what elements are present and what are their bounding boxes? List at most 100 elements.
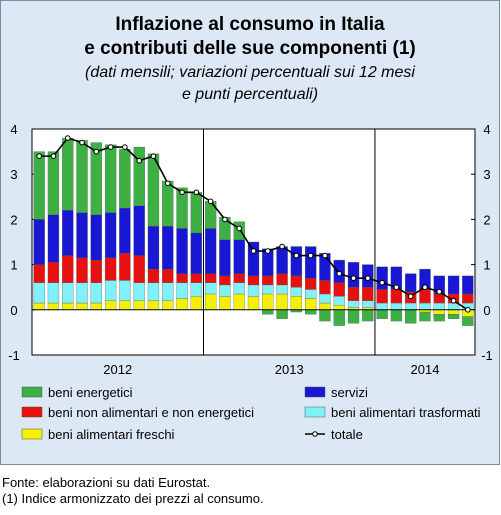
chart-subtitle: e punti percentuali) bbox=[182, 86, 318, 103]
bar bbox=[390, 302, 403, 310]
line-point bbox=[122, 144, 128, 150]
bar bbox=[90, 302, 102, 310]
bar bbox=[76, 282, 88, 304]
bar bbox=[162, 282, 174, 301]
bar bbox=[347, 300, 360, 308]
bar bbox=[62, 137, 74, 211]
bar bbox=[233, 273, 245, 283]
bar bbox=[433, 302, 445, 310]
bar bbox=[133, 255, 145, 283]
bar bbox=[47, 302, 60, 310]
bar bbox=[433, 314, 445, 322]
y2-tick-label: 0 bbox=[483, 303, 490, 318]
bar bbox=[405, 309, 417, 324]
bar bbox=[290, 275, 303, 288]
bar bbox=[162, 300, 174, 310]
bar bbox=[347, 262, 360, 288]
bar bbox=[290, 287, 303, 297]
bar bbox=[190, 273, 202, 283]
bar bbox=[462, 275, 474, 295]
bar bbox=[333, 309, 345, 326]
bar bbox=[333, 305, 345, 310]
x-group-label: 2012 bbox=[103, 362, 132, 377]
bar bbox=[90, 142, 102, 216]
bar bbox=[147, 226, 160, 270]
bar bbox=[190, 296, 202, 310]
bar bbox=[90, 259, 102, 283]
bar bbox=[76, 302, 88, 310]
bar bbox=[62, 255, 74, 283]
bar bbox=[419, 302, 431, 310]
bar bbox=[362, 309, 374, 322]
bar bbox=[162, 180, 174, 227]
bar bbox=[262, 275, 274, 286]
bar bbox=[119, 207, 131, 254]
bar bbox=[333, 296, 345, 306]
bar bbox=[405, 273, 417, 292]
bar bbox=[33, 282, 45, 304]
bar bbox=[419, 311, 431, 322]
legend-label: beni energetici bbox=[48, 385, 133, 400]
bar bbox=[76, 140, 88, 213]
bar bbox=[376, 302, 388, 310]
bar bbox=[162, 268, 174, 283]
bar bbox=[419, 289, 431, 304]
bar bbox=[376, 266, 388, 290]
bar bbox=[333, 282, 345, 297]
bar bbox=[247, 284, 260, 297]
bar bbox=[376, 309, 388, 319]
bar bbox=[133, 300, 145, 310]
bar bbox=[119, 253, 131, 281]
legend-label: servizi bbox=[331, 385, 368, 400]
line-point bbox=[193, 189, 200, 196]
bar bbox=[262, 293, 274, 310]
bar bbox=[362, 287, 374, 301]
bar bbox=[62, 210, 74, 256]
legend-label: beni alimentari freschi bbox=[48, 427, 175, 442]
y2-tick-label: 2 bbox=[483, 212, 490, 227]
bar bbox=[305, 289, 317, 299]
bar bbox=[47, 151, 60, 216]
bar bbox=[62, 302, 74, 310]
bar bbox=[405, 302, 417, 310]
line-point bbox=[150, 153, 157, 159]
bar bbox=[262, 284, 274, 295]
y2-tick-label: 3 bbox=[483, 167, 490, 182]
bar bbox=[176, 228, 188, 274]
bar bbox=[247, 296, 260, 310]
legend-swatch bbox=[304, 406, 326, 418]
bar bbox=[47, 262, 60, 283]
line-point bbox=[222, 216, 228, 223]
bar bbox=[119, 300, 131, 310]
y-tick-label: 0 bbox=[10, 303, 17, 318]
bar bbox=[447, 309, 460, 315]
bar bbox=[147, 300, 160, 310]
bar bbox=[119, 280, 131, 301]
bar bbox=[33, 302, 45, 310]
legend-label: totale bbox=[331, 427, 363, 442]
line-point bbox=[307, 252, 314, 259]
bar bbox=[305, 278, 317, 290]
legend-label: beni non alimentari e non energetici bbox=[48, 405, 254, 420]
line-point bbox=[93, 148, 100, 155]
bar bbox=[319, 280, 331, 295]
bar bbox=[104, 212, 117, 258]
note: Fonte: elaborazioni su dati Eurostat. bbox=[2, 475, 210, 490]
x-group-label: 2013 bbox=[275, 362, 304, 377]
bar bbox=[190, 232, 202, 274]
bar bbox=[204, 282, 217, 295]
line-point bbox=[450, 297, 457, 304]
line-point bbox=[64, 135, 71, 141]
bar bbox=[62, 282, 74, 304]
legend-swatch bbox=[304, 386, 326, 398]
bar bbox=[319, 302, 331, 310]
bar bbox=[176, 282, 188, 299]
y-tick-label: 1 bbox=[10, 258, 17, 273]
line-point bbox=[207, 198, 214, 205]
bar bbox=[319, 293, 331, 304]
y2-tick-label: 1 bbox=[483, 258, 490, 273]
bar bbox=[133, 205, 145, 256]
bar bbox=[76, 212, 88, 258]
legend-swatch bbox=[21, 406, 43, 418]
bar bbox=[176, 187, 188, 229]
